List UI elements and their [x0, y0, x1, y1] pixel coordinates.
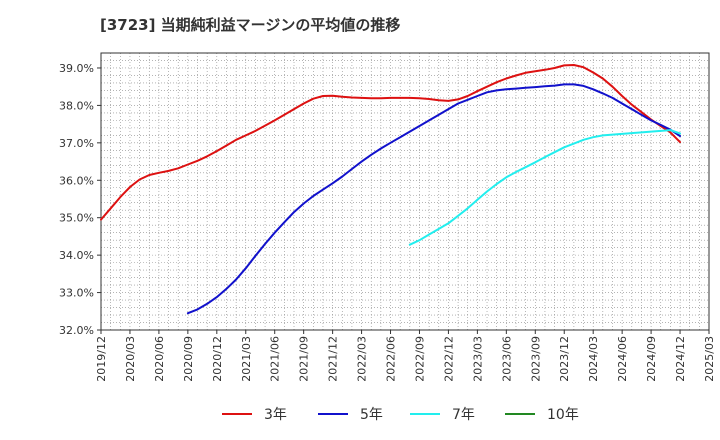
legend-label: 5年 — [360, 407, 383, 423]
x-tick-label: 2020/03 — [124, 336, 137, 382]
x-tick-label: 2022/09 — [413, 336, 426, 382]
legend-label: 3年 — [264, 407, 287, 423]
x-tick-label: 2022/03 — [356, 336, 369, 382]
chart-title: [3723] 当期純利益マージンの平均値の推移 — [100, 16, 401, 34]
x-tick-label: 2024/06 — [616, 336, 629, 382]
y-tick-label: 36.0% — [59, 174, 94, 187]
x-tick-label: 2023/03 — [471, 336, 484, 382]
x-tick-label: 2021/03 — [240, 336, 253, 382]
grid — [101, 53, 709, 330]
series-line-7年 — [408, 129, 681, 246]
x-tick-label: 2021/12 — [327, 336, 340, 382]
x-tick-label: 2020/12 — [211, 336, 224, 382]
series-line-3年 — [100, 64, 681, 221]
x-tick-label: 2020/06 — [153, 336, 166, 382]
legend: 3年 5年 7年 10年 — [222, 407, 579, 423]
x-tick-label: 2023/09 — [529, 336, 542, 382]
x-tick-label: 2021/06 — [269, 336, 282, 382]
y-tick-label: 34.0% — [59, 249, 94, 262]
y-tick-label: 35.0% — [59, 212, 94, 225]
x-tick-label: 2021/09 — [298, 336, 311, 382]
x-tick-label: 2022/12 — [442, 336, 455, 382]
plot-area-frame — [100, 52, 710, 331]
y-tick-label: 37.0% — [59, 137, 94, 150]
y-tick-label: 39.0% — [59, 62, 94, 75]
x-tick-label: 2020/09 — [182, 336, 195, 382]
x-tick-label: 2023/06 — [500, 336, 513, 382]
y-axis: 32.0% 33.0% 34.0% 35.0% 36.0% 37.0% 38.0% 39.0% — [59, 62, 101, 337]
x-tick-label: 2023/12 — [558, 336, 571, 382]
x-tick-label: 2022/06 — [385, 336, 398, 382]
x-tick-label: 2024/12 — [674, 336, 687, 382]
x-tick-label: 2025/03 — [703, 336, 716, 382]
x-tick-label: 2019/12 — [95, 336, 108, 382]
x-tick-label: 2024/03 — [587, 336, 600, 382]
x-tick-label: 2024/09 — [645, 336, 658, 382]
y-tick-label: 32.0% — [59, 324, 94, 337]
series-line-5年 — [186, 83, 681, 315]
x-axis: 2019/12 2020/03 2020/06 2020/09 2020/12 2021/… — [95, 330, 716, 382]
legend-label: 10年 — [547, 407, 579, 423]
series-lines — [100, 64, 681, 315]
legend-label: 7年 — [452, 407, 475, 423]
y-tick-label: 33.0% — [59, 287, 94, 300]
y-tick-label: 38.0% — [59, 99, 94, 112]
